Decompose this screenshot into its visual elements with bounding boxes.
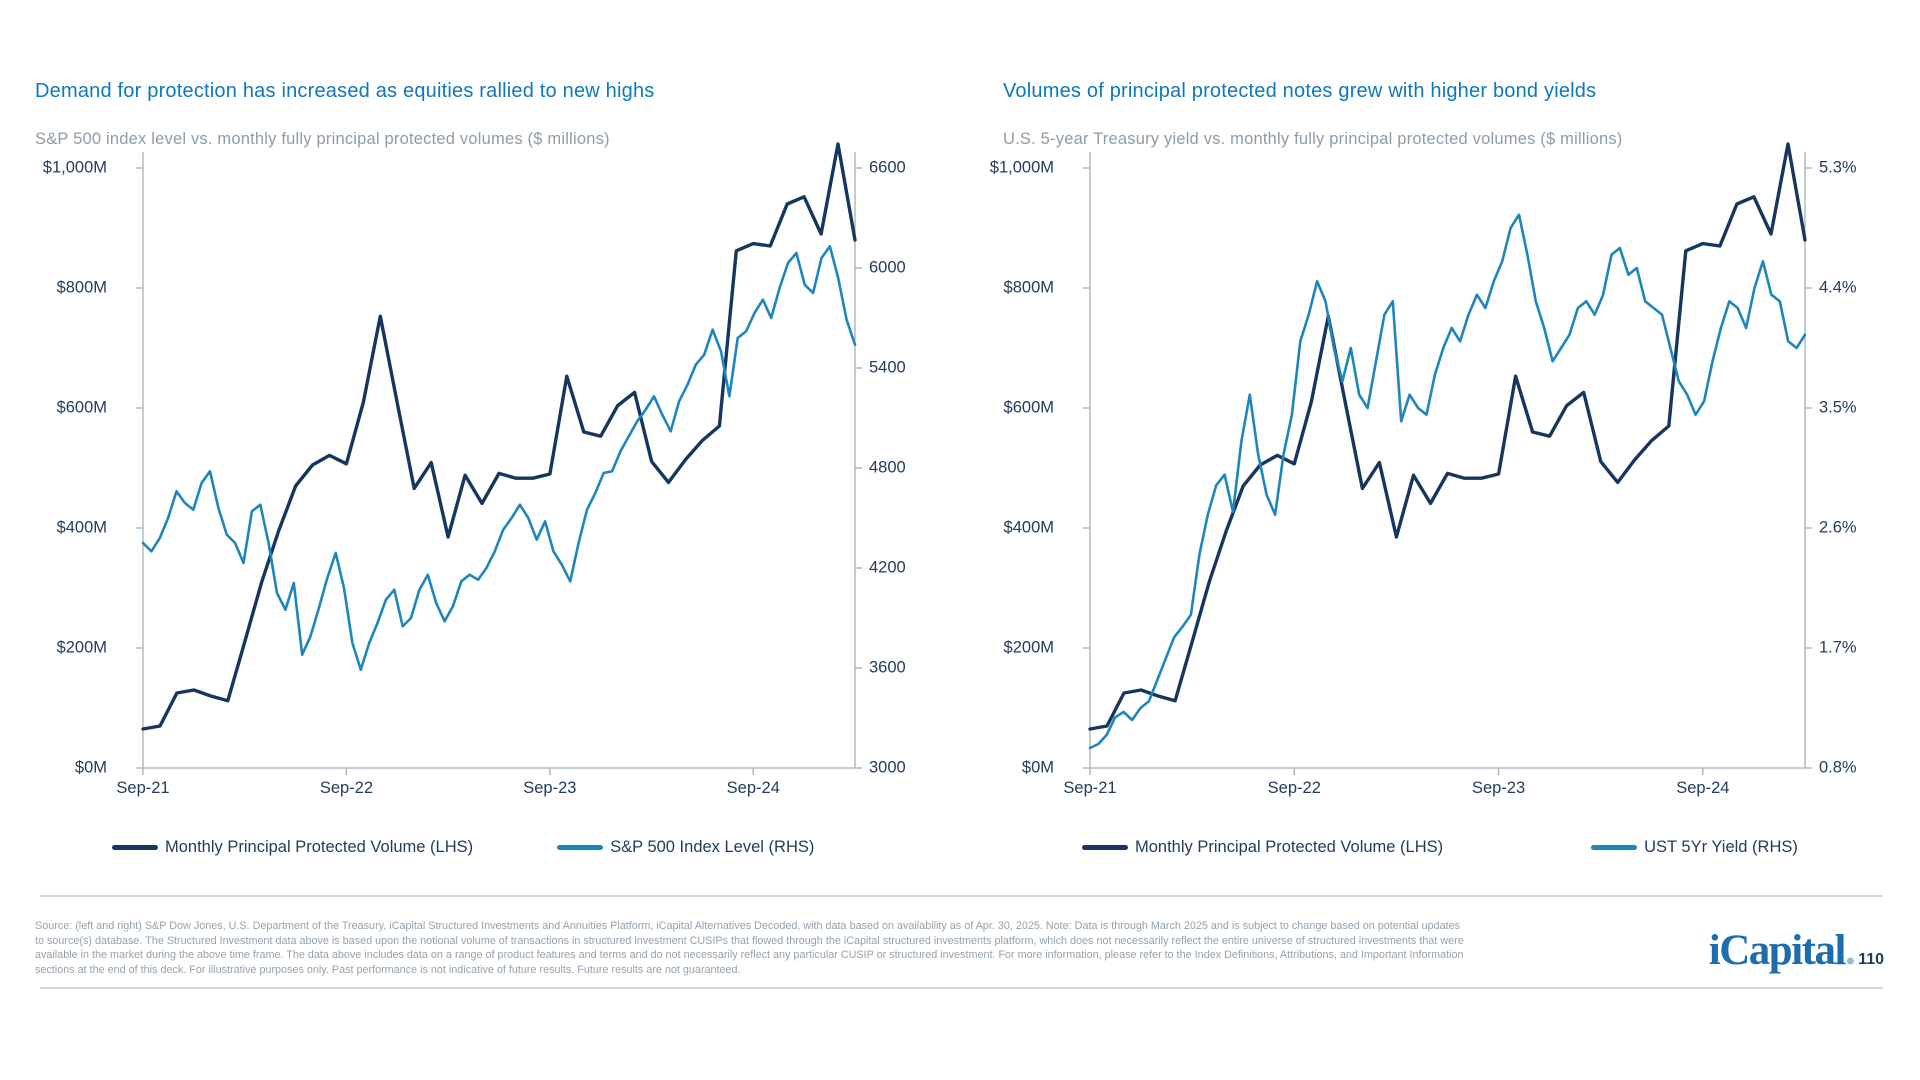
page-number: 110 — [1858, 951, 1884, 968]
axis-tick-label: Sep-21 — [1063, 779, 1117, 797]
axis-tick-label: Sep-24 — [726, 779, 780, 797]
axis-tick-label: $200M — [56, 638, 107, 657]
chart-left-subtitle: S&P 500 index level vs. monthly fully pr… — [35, 129, 610, 148]
series-line-rhs — [141, 245, 857, 671]
axis-tick-label: 4800 — [869, 458, 906, 477]
legend-label: S&P 500 Index Level (RHS) — [610, 838, 815, 856]
axis-tick-label: 3600 — [869, 658, 906, 677]
legend-swatch-blue — [1591, 845, 1638, 850]
axis-tick-label: 5.3% — [1819, 158, 1857, 177]
legend-swatch-navy — [112, 845, 158, 850]
legend-item-volume: Monthly Principal Protected Volume (LHS) — [1082, 838, 1443, 857]
footnote-line: sections at the end of this deck. For il… — [35, 963, 741, 976]
legend-item-volume: Monthly Principal Protected Volume (LHS) — [112, 838, 473, 857]
axis-tick-label: $1,000M — [989, 158, 1054, 177]
series-line-lhs-volume — [1088, 142, 1807, 731]
axis-tick-label: $400M — [56, 518, 107, 537]
axis-tick-label: Sep-22 — [1267, 779, 1321, 797]
footer-divider-bottom — [40, 987, 1883, 989]
icapital-logo-text: iCapital — [1708, 927, 1847, 974]
axis-tick-label: Sep-23 — [523, 779, 577, 797]
axis-tick-label: 4200 — [869, 558, 906, 577]
legend-swatch-blue — [557, 845, 604, 850]
series-line-lhs-volume — [141, 142, 857, 731]
axis-tick-label: Sep-23 — [1471, 779, 1526, 797]
chart-left-legend: Monthly Principal Protected Volume (LHS)… — [112, 838, 814, 857]
axis-tick-label: $600M — [1003, 398, 1054, 417]
legend-label: Monthly Principal Protected Volume (LHS) — [165, 838, 474, 856]
axis-tick-label: Sep-21 — [116, 779, 170, 797]
axis-tick-label: $400M — [1003, 518, 1054, 537]
source-footnote: Source: (left and right) S&P Dow Jones, … — [35, 919, 1690, 977]
icapital-logo: iCapital. 110 — [1709, 926, 1884, 975]
legend-label: UST 5Yr Yield (RHS) — [1644, 838, 1798, 856]
axis-tick-label: $800M — [1003, 278, 1054, 297]
footnote-line: Source: (left and right) S&P Dow Jones, … — [35, 920, 1460, 932]
axis-tick-label: Sep-22 — [319, 779, 374, 797]
chart-right-title: Volumes of principal protected notes gre… — [1003, 79, 1597, 102]
axis-tick-label: $0M — [1021, 758, 1054, 777]
axis-tick-label: 5400 — [869, 358, 906, 377]
axis-tick-label: $200M — [1003, 638, 1054, 657]
axis-tick-label: $0M — [74, 758, 107, 777]
footnote-line: available in the market during the above… — [35, 949, 1464, 962]
axis-tick-label: $1,000M — [42, 158, 107, 177]
axis-tick-label: 2.6% — [1819, 518, 1857, 537]
legend-item-ust5y: UST 5Yr Yield (RHS) — [1591, 838, 1798, 857]
axis-tick-label: 3.5% — [1819, 398, 1857, 417]
axis-tick-label: $600M — [56, 398, 107, 417]
axis-tick-label: 0.8% — [1819, 758, 1857, 777]
footer-divider-top — [40, 895, 1883, 897]
axis-tick-label: 4.4% — [1819, 278, 1857, 297]
chart-right-subtitle: U.S. 5-year Treasury yield vs. monthly f… — [1003, 129, 1623, 148]
legend-label: Monthly Principal Protected Volume (LHS) — [1135, 838, 1444, 856]
axis-tick-label: 6000 — [869, 258, 906, 277]
axis-tick-label: $800M — [56, 278, 107, 297]
axis-tick-label: 6600 — [869, 158, 906, 177]
icapital-logo-dot: . — [1844, 927, 1856, 974]
axis-tick-label: 3000 — [869, 758, 906, 777]
footnote-line: to source(s) database. The Structured In… — [35, 934, 1464, 947]
axis-tick-label: 1.7% — [1819, 638, 1857, 657]
legend-item-spx: S&P 500 Index Level (RHS) — [557, 838, 814, 857]
legend-swatch-navy — [1082, 845, 1128, 850]
chart-right-legend: Monthly Principal Protected Volume (LHS)… — [1082, 838, 1798, 857]
series-line-rhs — [1088, 213, 1807, 750]
axis-tick-label: Sep-24 — [1676, 779, 1730, 797]
chart-left-title: Demand for protection has increased as e… — [35, 79, 655, 102]
